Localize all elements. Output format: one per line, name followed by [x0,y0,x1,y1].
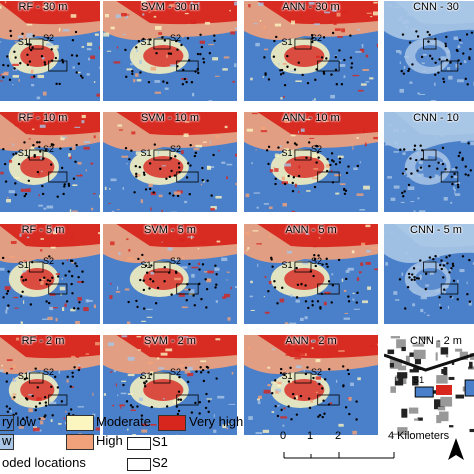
site-label-s1: S1 [140,148,152,158]
panel-title: ANN - 5 m [285,224,337,236]
site-label-s2: S2 [311,144,323,154]
site-label-s2: S2 [311,256,323,266]
site-label-s1: S1 [140,37,152,47]
map-panel: S1 S2 SVM - 30 m [103,1,237,101]
map-panel: S1 S2 ANN - 30 m [244,1,378,101]
site-label-s2: S2 [170,367,182,377]
map-panel: S1 S2 RF - 5 m [0,224,100,324]
map-panel: S1 S2 ANN - 2 m [244,335,378,435]
panel-title: RF - 2 m [21,335,65,347]
map-panel: S1 S2 SVM - 10 m [103,112,237,212]
site-label-s2: S2 [311,367,323,377]
site-label-s1: S1 [17,371,29,381]
panel-title: ANN - 30 m [282,1,340,13]
legend-s1-label: S1 [152,434,168,449]
panel-title: CNN - 2 m [410,335,462,347]
map-panel: S1 S2 ANN - 10 m [244,112,378,212]
scale-tick-2: 2 [335,430,342,442]
panel-title: ANN - 2 m [285,335,337,347]
panel-title: SVM - 2 m [144,335,196,347]
site-label-s2: S2 [170,256,182,266]
legend-s2-label: S2 [152,455,168,470]
panel-title: SVM - 30 m [140,1,200,13]
map-panel: S1 S2 RF - 10 m [0,112,100,212]
panel-title: SVM - 10 m [140,112,200,124]
scale-tick-1: 1 [307,430,314,442]
map-panel: CNN - 5 m [384,224,474,324]
swatch-very-low [0,415,14,431]
map-panel: S1 S2 SVM - 5 m [103,224,237,324]
panel-title: ANN - 10 m [282,112,340,124]
site-label-s1: S1 [281,260,293,270]
panel-title: RF - 5 m [21,224,65,236]
map-panel: S1 S2 SVM - 2 m [103,335,237,435]
site-label-s1: S1 [140,371,152,381]
site-label-s1: S1 [17,148,29,158]
site-label-s1: S1 [413,375,425,385]
panel-title: RF - 30 m [18,1,68,13]
site-label-s2: S2 [43,367,55,377]
legend-very-low-label: ry low [2,414,36,429]
swatch-s2 [127,458,151,471]
scale-tick-4: 4 Kilometers [388,430,450,442]
site-label-s1: S1 [281,371,293,381]
site-label-s1: S1 [17,37,29,47]
site-label-s1: S1 [17,260,29,270]
site-label-s2: S2 [170,33,182,43]
swatch-s1 [127,437,151,450]
site-label-s2: S2 [43,256,55,266]
site-label-s2: S2 [43,33,55,43]
legend-very-high-label: Very high [189,414,244,429]
swatch-low [0,434,14,450]
scale-bar [283,438,464,460]
map-panel: S1 S2 ANN - 5 m [244,224,378,324]
panel-title: CNN - 30 [413,1,459,13]
site-label-s1: S1 [281,37,293,47]
map-panel: S1 CNN - 2 m [384,335,474,435]
panel-title: SVM - 5 m [144,224,196,236]
site-label-s1: S1 [281,148,293,158]
map-panel: CNN - 10 [384,112,474,212]
map-panel: CNN - 30 [384,1,474,101]
scale-tick-0: 0 [280,430,287,442]
north-arrow [448,438,464,460]
panel-title: RF - 10 m [18,112,68,124]
panel-title: CNN - 5 m [410,224,462,236]
site-label-s2: S2 [170,144,182,154]
legend: ry low w oded locations Moderate High Ve… [0,410,474,474]
legend-low-label: w [2,433,12,448]
site-label-s2: S2 [311,33,323,43]
map-panel: S1 S2 RF - 30 m [0,1,100,101]
swatch-moderate [66,415,94,431]
legend-flooded-label: oded locations [2,455,86,470]
site-label-s2: S2 [43,144,55,154]
legend-high-label: High [96,433,123,448]
swatch-high [66,434,94,450]
swatch-very-high [158,415,186,431]
legend-moderate-label: Moderate [96,414,151,429]
site-label-s1: S1 [140,260,152,270]
panel-title: CNN - 10 [413,112,459,124]
